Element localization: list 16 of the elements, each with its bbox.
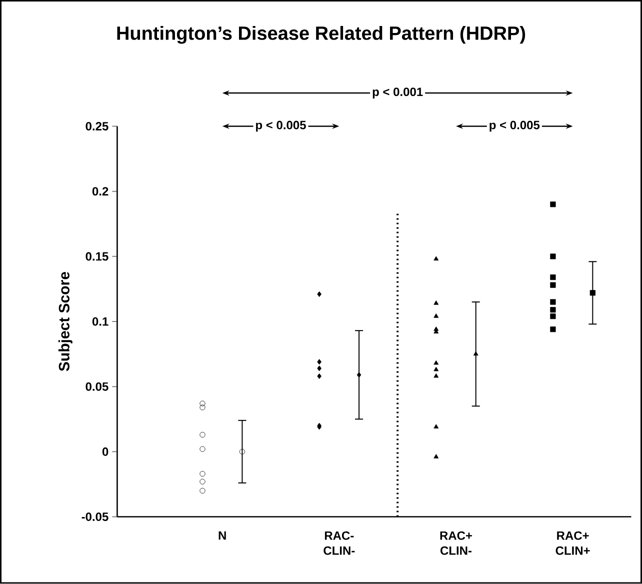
y-tick-label: 0.2 bbox=[92, 187, 108, 196]
text: p < 0.001 bbox=[372, 88, 423, 99]
y-tick-label: 0 bbox=[102, 448, 108, 456]
annotation: p < 0.005 bbox=[490, 120, 540, 132]
y-axis-title: Subject Score bbox=[58, 272, 72, 372]
y-tick-label: 0.1 bbox=[92, 317, 108, 326]
y-tick-label: 0.05 bbox=[86, 382, 108, 391]
y-tick-label: 0.25 bbox=[86, 122, 108, 131]
chart-title: Huntington’s Disease Related Pattern (HDRP) bbox=[117, 26, 526, 44]
annotation: p < 0.005 bbox=[256, 120, 306, 132]
x-tick-label: RAC- CLIN- bbox=[324, 531, 355, 555]
x-tick-label: N bbox=[218, 531, 226, 540]
x-tick-label: RAC+ CLIN- bbox=[440, 531, 472, 555]
x-tick-label: RAC+ CLIN+ bbox=[556, 531, 590, 555]
y-tick-label: -0.05 bbox=[82, 512, 108, 522]
y-tick-label: 0.15 bbox=[86, 252, 108, 261]
